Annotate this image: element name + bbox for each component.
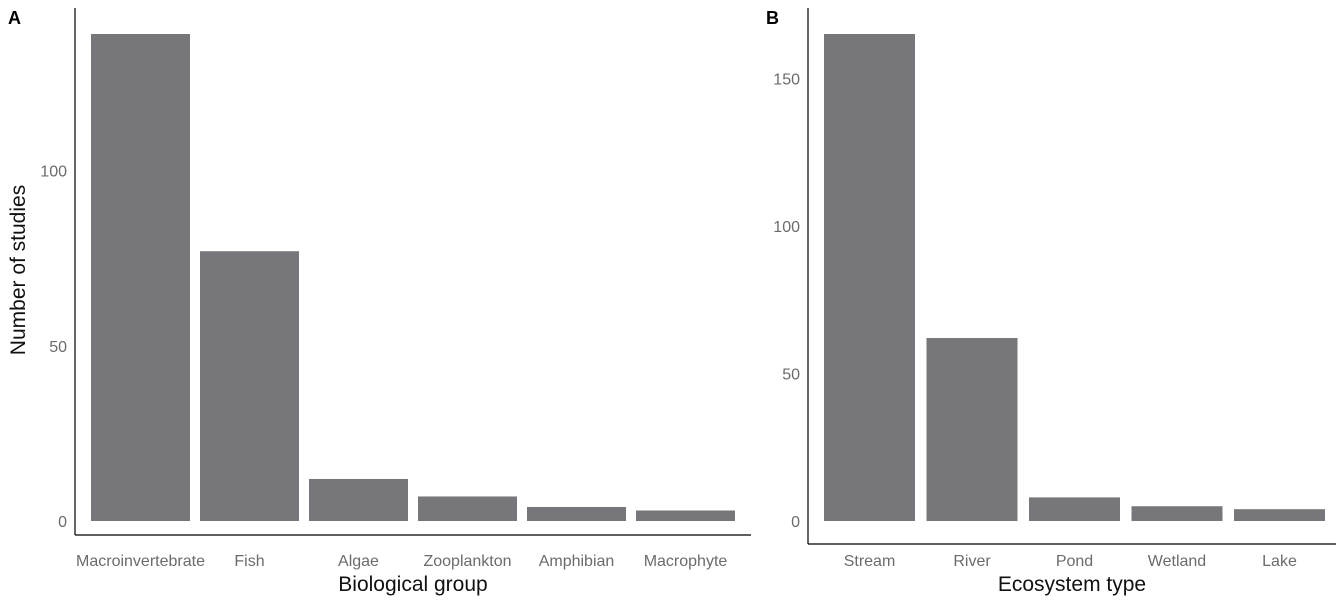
panel-a-x-axis-title: Biological group: [338, 573, 487, 596]
panel-a-bar-fish: [200, 251, 299, 521]
panel-b-bar-stream: [824, 34, 915, 521]
panel-a-x-tick-macroinvertebrate: Macroinvertebrate: [76, 553, 205, 570]
panel-b-bar-lake: [1234, 509, 1325, 521]
panel-b-bar-pond: [1029, 497, 1120, 521]
panel-b-x-tick-stream: Stream: [844, 553, 896, 570]
panel-b-y-tick-100: 100: [773, 219, 800, 236]
panel-a-label: A: [8, 8, 21, 28]
panel-b-bar-wetland: [1131, 506, 1223, 521]
panel-b-x-axis-title: Ecosystem type: [998, 573, 1146, 596]
panel-a-y-tick-50: 50: [49, 339, 67, 356]
panel-a-x-tick-algae: Algae: [338, 553, 379, 570]
panel-b-y-tick-150: 150: [773, 71, 800, 88]
panel-b-x-tick-lake: Lake: [1262, 553, 1297, 570]
panel-b-label: B: [766, 8, 779, 28]
panel-b-bar-river: [926, 338, 1018, 521]
panel-a: A 0 50 100 Macroinvertebrate Fish Algae Zoopl…: [7, 8, 751, 596]
panel-b-x-tick-pond: Pond: [1056, 553, 1093, 570]
panel-a-y-axis-title: Number of studies: [7, 185, 30, 355]
panel-a-bar-zooplankton: [418, 496, 517, 521]
panel-a-x-tick-amphibian: Amphibian: [539, 553, 615, 570]
panel-a-bar-algae: [309, 478, 408, 521]
panel-a-y-tick-100: 100: [40, 164, 67, 181]
panel-b-x-tick-river: River: [953, 553, 991, 570]
panel-b-x-tick-wetland: Wetland: [1148, 553, 1206, 570]
panel-a-y-tick-0: 0: [58, 514, 67, 531]
panel-a-x-tick-fish: Fish: [234, 553, 264, 570]
panel-a-x-tick-zooplankton: Zooplankton: [423, 553, 511, 570]
panel-a-bar-macroinvertebrate: [91, 34, 190, 521]
panel-a-x-tick-macrophyte: Macrophyte: [644, 553, 728, 570]
panel-b-y-tick-0: 0: [791, 514, 800, 531]
panel-a-bar-macrophyte: [636, 510, 735, 521]
panel-b-y-tick-50: 50: [782, 366, 800, 383]
panel-a-bar-amphibian: [527, 506, 626, 521]
panel-b: B 0 50 100 150 Stream River Pond Wetland Lake E…: [766, 8, 1336, 596]
